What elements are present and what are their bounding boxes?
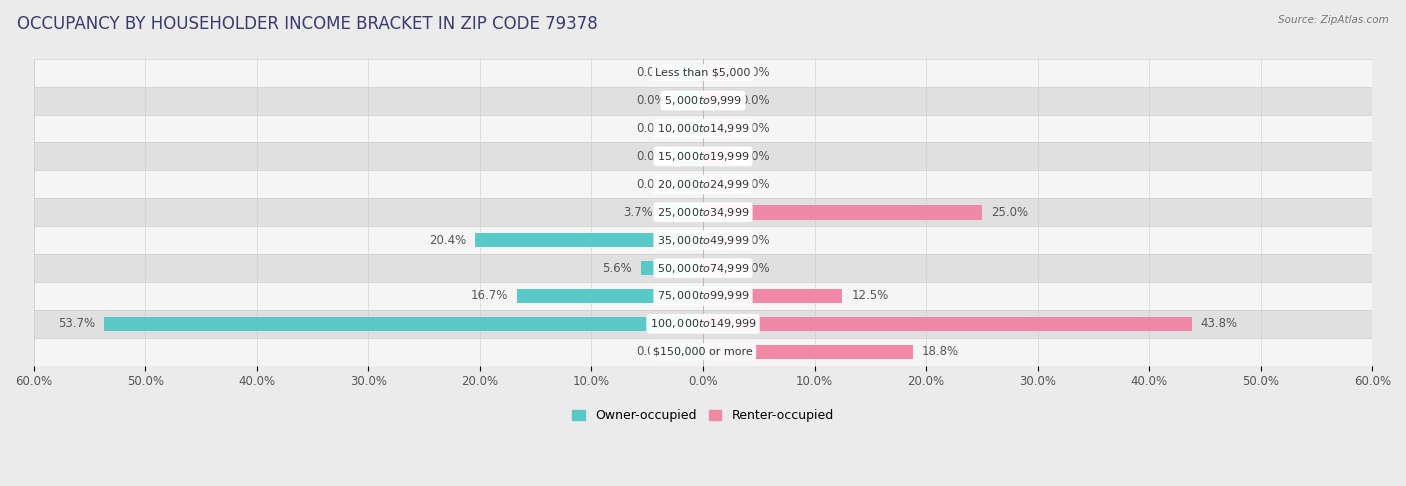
Bar (703, 93, 731, 108)
Bar (703, 233, 731, 247)
Text: $75,000 to $99,999: $75,000 to $99,999 (657, 290, 749, 302)
Bar (662, 205, 703, 220)
Text: $15,000 to $19,999: $15,000 to $19,999 (657, 150, 749, 163)
Bar (34, 310, 1372, 338)
Bar (675, 122, 703, 136)
Bar (675, 345, 703, 359)
Text: 0.0%: 0.0% (637, 94, 666, 107)
Bar (703, 66, 731, 80)
Text: 0.0%: 0.0% (740, 234, 769, 247)
Text: 12.5%: 12.5% (852, 290, 889, 302)
Bar (34, 171, 1372, 198)
Bar (703, 289, 842, 303)
Text: 0.0%: 0.0% (740, 178, 769, 191)
Text: 0.0%: 0.0% (740, 94, 769, 107)
Text: OCCUPANCY BY HOUSEHOLDER INCOME BRACKET IN ZIP CODE 79378: OCCUPANCY BY HOUSEHOLDER INCOME BRACKET … (17, 15, 598, 33)
Text: $50,000 to $74,999: $50,000 to $74,999 (657, 261, 749, 275)
Text: 43.8%: 43.8% (1201, 317, 1237, 330)
Text: 53.7%: 53.7% (58, 317, 96, 330)
Legend: Owner-occupied, Renter-occupied: Owner-occupied, Renter-occupied (568, 404, 838, 427)
Text: 0.0%: 0.0% (740, 261, 769, 275)
Text: $35,000 to $49,999: $35,000 to $49,999 (657, 234, 749, 247)
Text: $100,000 to $149,999: $100,000 to $149,999 (650, 317, 756, 330)
Text: 25.0%: 25.0% (991, 206, 1028, 219)
Bar (34, 198, 1372, 226)
Bar (675, 93, 703, 108)
Bar (675, 149, 703, 164)
Text: 5.6%: 5.6% (602, 261, 631, 275)
Bar (516, 289, 703, 303)
Bar (675, 177, 703, 191)
Text: 18.8%: 18.8% (922, 346, 959, 358)
Bar (703, 317, 1192, 331)
Bar (34, 142, 1372, 171)
Bar (703, 177, 731, 191)
Bar (675, 66, 703, 80)
Text: 0.0%: 0.0% (637, 122, 666, 135)
Text: $5,000 to $9,999: $5,000 to $9,999 (664, 94, 742, 107)
Text: Source: ZipAtlas.com: Source: ZipAtlas.com (1278, 15, 1389, 25)
Text: 0.0%: 0.0% (740, 150, 769, 163)
Text: $25,000 to $34,999: $25,000 to $34,999 (657, 206, 749, 219)
Bar (703, 122, 731, 136)
Bar (104, 317, 703, 331)
Bar (703, 345, 912, 359)
Bar (641, 261, 703, 276)
Text: 0.0%: 0.0% (740, 66, 769, 79)
Text: 20.4%: 20.4% (429, 234, 467, 247)
Text: 0.0%: 0.0% (637, 178, 666, 191)
Bar (475, 233, 703, 247)
Text: Less than $5,000: Less than $5,000 (655, 68, 751, 78)
Text: $10,000 to $14,999: $10,000 to $14,999 (657, 122, 749, 135)
Text: 16.7%: 16.7% (471, 290, 508, 302)
Bar (34, 87, 1372, 115)
Text: 0.0%: 0.0% (637, 66, 666, 79)
Bar (34, 59, 1372, 87)
Text: 0.0%: 0.0% (637, 150, 666, 163)
Text: $150,000 or more: $150,000 or more (654, 347, 752, 357)
Bar (34, 115, 1372, 142)
Text: 0.0%: 0.0% (740, 122, 769, 135)
Bar (34, 338, 1372, 366)
Bar (703, 261, 731, 276)
Text: $20,000 to $24,999: $20,000 to $24,999 (657, 178, 749, 191)
Text: 3.7%: 3.7% (623, 206, 652, 219)
Bar (703, 205, 981, 220)
Bar (34, 282, 1372, 310)
Bar (34, 254, 1372, 282)
Bar (703, 149, 731, 164)
Bar (34, 226, 1372, 254)
Text: 0.0%: 0.0% (637, 346, 666, 358)
